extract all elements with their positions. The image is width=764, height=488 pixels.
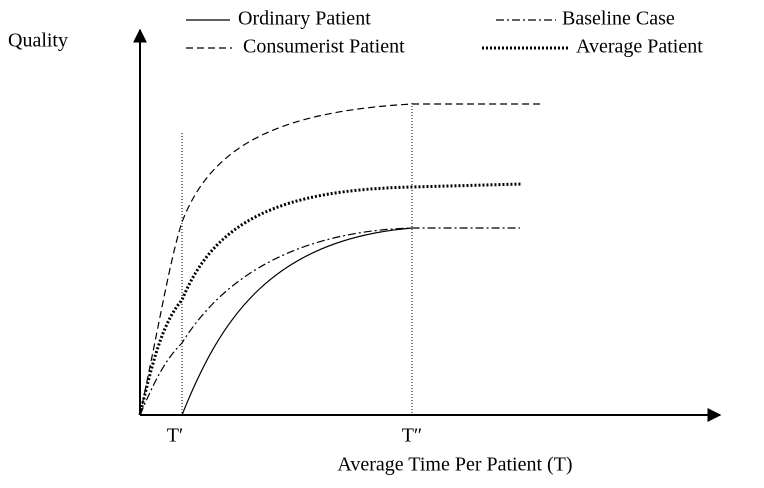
ordinary-curve bbox=[181, 227, 413, 416]
legend-label: Baseline Case bbox=[562, 8, 675, 30]
tick-label: T″ bbox=[402, 425, 423, 447]
consumerist-curve bbox=[139, 103, 542, 416]
average-curve bbox=[138, 182, 523, 416]
x-axis-label: Average Time Per Patient (T) bbox=[337, 454, 572, 476]
baseline-curve bbox=[139, 227, 520, 416]
legend-label: Ordinary Patient bbox=[238, 8, 371, 30]
legend-label: Average Patient bbox=[576, 36, 703, 58]
tick-label: T′ bbox=[167, 425, 184, 447]
legend-label: Consumerist Patient bbox=[243, 36, 405, 58]
y-axis-label: Quality bbox=[8, 30, 68, 52]
